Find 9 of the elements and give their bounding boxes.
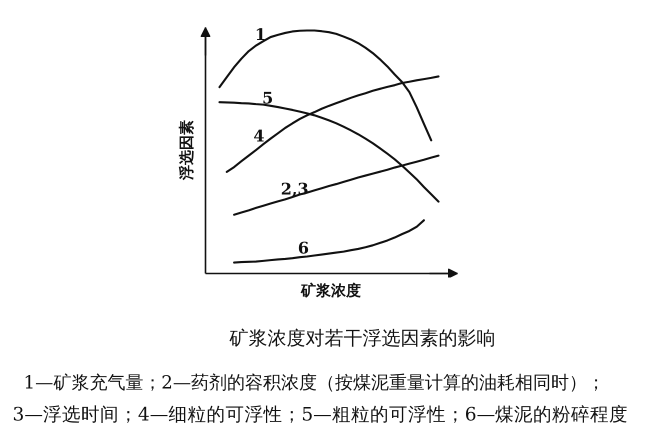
text: 3—浮选时间；4—细粒的可浮性；5—粗粒的可浮性；6—煤泥的粉碎程度 [12,404,628,426]
y-axis-title: 浮选因素 [178,120,196,181]
text: 1—矿浆充气量；2—药剂的容积浓度（按煤泥重量计算的油耗相同时）； [24,372,606,394]
series-label: 5 [262,88,274,108]
series-label: 6 [298,238,310,258]
series-label: 1 [254,24,266,44]
series-label: 4 [253,126,264,146]
x-axis-title: 矿浆浓度 [300,282,361,300]
text: 矿浆浓度对若干浮选因素的影响 [228,328,496,350]
